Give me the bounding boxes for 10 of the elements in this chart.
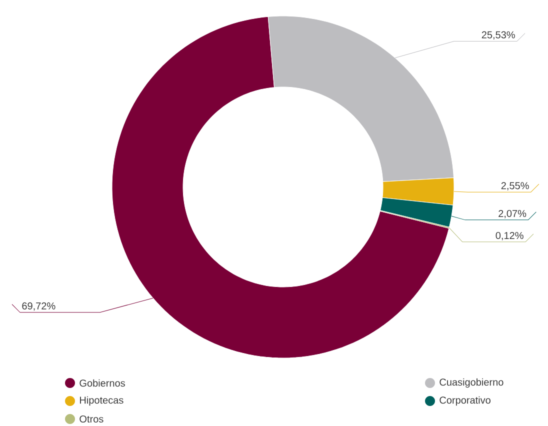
legend-label: Otros — [80, 415, 104, 423]
legend-label: Cuasigobierno — [440, 378, 504, 388]
data-label: 0,12% — [496, 232, 524, 240]
data-label: 2,07% — [498, 210, 526, 218]
data-label: 25,53% — [482, 31, 515, 40]
legend-label: Hipotecas — [80, 396, 124, 406]
legend-label: Gobiernos — [80, 379, 125, 387]
data-label: 2,55% — [501, 182, 529, 190]
legend-label: Corporativo — [440, 396, 490, 406]
data-label: 69,72% — [22, 302, 56, 311]
